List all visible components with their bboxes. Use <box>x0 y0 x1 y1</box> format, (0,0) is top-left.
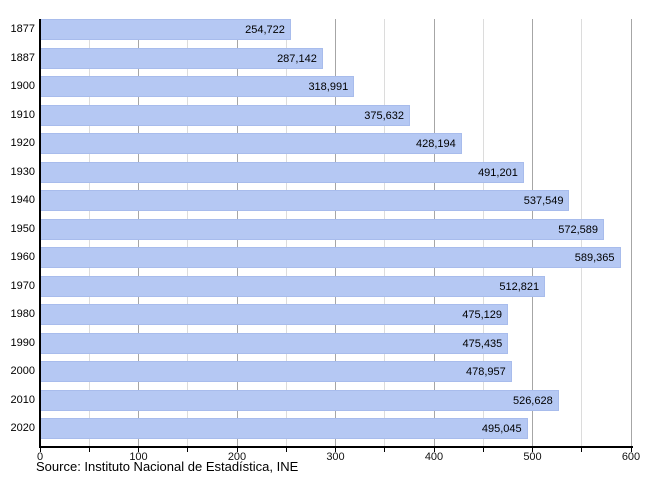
bar-value-label: 254,722 <box>245 23 285 36</box>
y-axis-line <box>39 19 41 448</box>
bar-value-label: 475,129 <box>462 308 502 321</box>
y-axis-label: 2000 <box>10 365 35 377</box>
x-tick-label: 0 <box>36 451 44 463</box>
y-axis-label: 1900 <box>10 80 35 92</box>
x-tick-label: 200 <box>227 451 247 463</box>
x-tick-label: 500 <box>523 451 542 463</box>
x-tick <box>138 448 139 452</box>
bar-value-label: 537,549 <box>523 194 564 207</box>
y-axis-label: 2020 <box>10 422 35 434</box>
y-axis-label: 1970 <box>10 280 35 292</box>
y-axis-label: 1940 <box>10 194 35 206</box>
x-tick <box>236 448 238 452</box>
bar-value-label: 287,142 <box>277 52 317 65</box>
x-axis-line <box>39 446 633 448</box>
x-tick <box>39 448 41 452</box>
x-tick <box>335 448 336 452</box>
bar: 428,194 <box>40 133 462 154</box>
y-axis-label: 1960 <box>10 251 35 263</box>
y-axis-label: 1930 <box>10 166 35 178</box>
source-note: Source: Instituto Nacional de Estadístic… <box>36 459 299 474</box>
bar: 287,142 <box>40 48 323 69</box>
y-axis-label: 1980 <box>10 308 35 320</box>
bar: 589,365 <box>40 247 621 268</box>
bar-value-label: 475,435 <box>462 337 503 350</box>
gridline <box>630 19 632 447</box>
y-axis-label: 1950 <box>10 223 35 235</box>
bar: 318,991 <box>40 76 355 97</box>
x-tick-label: 600 <box>621 451 641 463</box>
y-axis-label: 1990 <box>10 337 35 349</box>
y-axis-label: 1887 <box>10 52 35 64</box>
x-tick <box>384 448 386 452</box>
x-tick <box>482 448 484 452</box>
bar-value-label: 495,045 <box>481 422 522 435</box>
bar-value-label: 572,589 <box>558 223 598 236</box>
bar-value-label: 491,201 <box>478 166 518 179</box>
x-tick <box>187 448 189 452</box>
bar-value-label: 526,628 <box>512 394 553 407</box>
bar-value-label: 478,957 <box>466 365 506 378</box>
x-tick <box>532 448 533 452</box>
bar: 512,821 <box>40 276 546 297</box>
x-tick-label: 300 <box>326 451 345 463</box>
bar: 475,435 <box>40 333 509 354</box>
bar-value-label: 375,632 <box>364 109 404 122</box>
bar-value-label: 428,194 <box>416 137 456 150</box>
x-tick <box>630 448 632 452</box>
bar-value-label: 512,821 <box>499 280 540 293</box>
bar: 478,957 <box>40 361 512 382</box>
bar: 254,722 <box>40 19 291 40</box>
bar: 491,201 <box>40 162 524 183</box>
x-tick <box>581 448 583 452</box>
bar: 375,632 <box>40 105 410 126</box>
bar: 495,045 <box>40 418 528 439</box>
bar: 526,628 <box>40 390 559 411</box>
y-axis-label: 2010 <box>10 394 35 406</box>
x-tick-label: 400 <box>424 451 444 463</box>
y-axis-label: 1877 <box>10 23 35 35</box>
x-tick <box>88 448 90 452</box>
bar: 572,589 <box>40 219 604 240</box>
y-axis-label: 1910 <box>10 109 35 121</box>
x-tick <box>433 448 435 452</box>
bar-value-label: 318,991 <box>308 80 349 93</box>
bar: 537,549 <box>40 190 570 211</box>
y-axis-label: 1920 <box>10 137 35 149</box>
bar-value-label: 589,365 <box>574 251 615 264</box>
bar: 475,129 <box>40 304 508 325</box>
x-tick <box>285 448 287 452</box>
x-tick-label: 100 <box>129 451 148 463</box>
